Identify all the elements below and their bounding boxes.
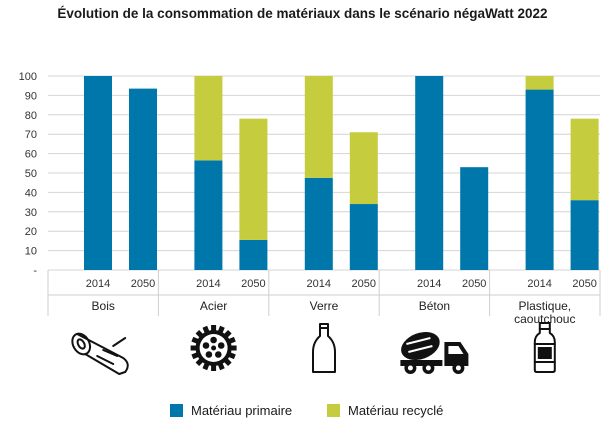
gear-icon [190,325,237,371]
legend-swatch-recycled [327,404,340,417]
x-group-label: Plastique, [518,299,571,313]
bar-recycled [194,76,223,161]
x-year-label: 2050 [131,278,155,290]
legend: Matériau primaire Matériau recyclé [0,403,605,425]
y-tick-label: 30 [25,207,37,219]
y-tick-label: 80 [25,110,37,122]
legend-swatch-primary [170,404,183,417]
bar-recycled [525,76,554,90]
concrete-mixer-icon [400,331,469,374]
bar-primary [84,76,112,270]
log-icon [71,332,129,375]
bottle-icon [312,323,336,373]
bar-recycled [304,76,333,178]
bar-primary [129,88,157,270]
x-year-label: 2050 [352,278,376,290]
bar-primary [194,160,223,270]
y-tick-label: 70 [25,129,37,141]
legend-item-recycled: Matériau recyclé [327,403,443,418]
bar-recycled [570,118,599,201]
y-tick-label: 60 [25,149,37,161]
x-year-label: 2050 [241,278,265,290]
legend-label-primary: Matériau primaire [191,403,293,418]
legend-item-primary: Matériau primaire [170,403,292,418]
y-tick-label: 50 [25,168,37,180]
x-year-label: 2014 [527,278,551,290]
category-icons [71,322,556,375]
bars [84,76,599,270]
x-year-label: 2050 [572,278,596,290]
x-year-label: 2014 [307,278,331,290]
bar-recycled [349,132,378,205]
plastic-bottle-icon [533,322,556,373]
x-axis: 2014 2050 Bois 2014 2050 Acier 2014 2050 Verre 20… [47,270,601,326]
x-year-label: 2014 [86,278,110,290]
x-year-label: 2050 [462,278,486,290]
bar-primary [304,177,333,270]
x-group-label: Verre [310,299,339,313]
bar-primary [415,76,444,270]
bar-primary [239,239,268,270]
bar-primary [570,200,599,270]
bar-primary [460,167,489,270]
x-group-label: Acier [200,299,227,313]
x-group-label: caoutchouc [514,312,575,326]
x-year-label: 2014 [417,278,441,290]
y-tick-label: 20 [25,226,37,238]
bar-primary [525,89,554,270]
bar-primary [349,204,378,270]
bar-recycled [239,118,268,240]
y-tick-label: - [33,265,37,277]
y-tick-label: 40 [25,187,37,199]
legend-label-recycled: Matériau recyclé [348,403,444,418]
chart-title: Évolution de la consommation de matériau… [57,6,548,21]
x-group-label: Béton [419,299,450,313]
y-axis: 100 90 80 70 60 50 40 30 20 10 - [19,71,38,277]
y-tick-label: 90 [25,90,37,102]
x-group-label: Bois [92,299,115,313]
y-tick-label: 10 [25,246,37,258]
x-year-label: 2014 [196,278,220,290]
y-tick-label: 100 [19,71,37,83]
